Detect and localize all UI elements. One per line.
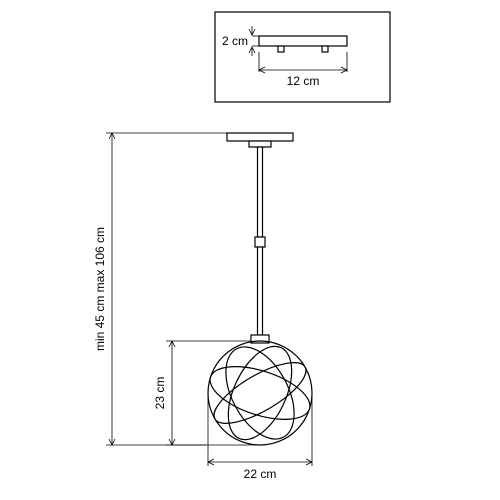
overall-height-label: min 45 cm max 106 cm	[93, 227, 107, 351]
globe-rings	[204, 336, 317, 451]
technical-diagram: 2 cm 12 cm min 45 cm max 106 cm	[0, 0, 500, 500]
top-height-label: 2 cm	[222, 34, 248, 48]
front-view	[204, 133, 317, 450]
top-view-panel: 2 cm 12 cm	[215, 12, 390, 102]
top-width-label: 12 cm	[287, 74, 320, 88]
globe-height-label: 23 cm	[153, 377, 167, 410]
globe-height-dim: 23 cm	[153, 341, 260, 445]
globe-width-dim: 22 cm	[208, 393, 312, 481]
globe-width-label: 22 cm	[244, 467, 277, 481]
